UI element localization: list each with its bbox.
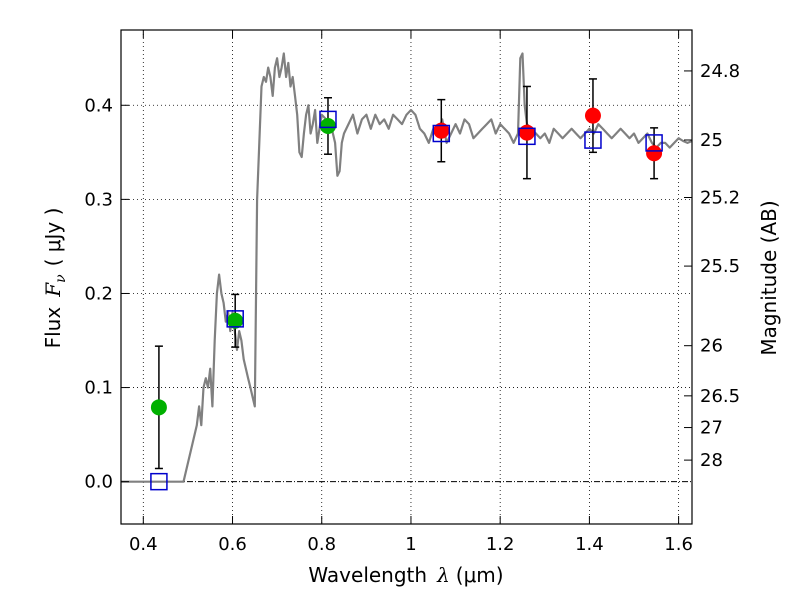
y2-tick-label: 24.8 [700,61,740,82]
x-tick-label: 0.4 [129,534,158,555]
x-tick-label: 1.2 [486,534,515,555]
data-point-square [645,134,663,152]
data-point-square [319,110,337,129]
y2-tick-label: 27 [700,418,723,439]
secondary-y-axis-label: Magnitude (AB) [757,200,781,355]
data-point-circle [150,399,167,416]
y-tick-label: 0.4 [84,95,113,116]
data-point-circle [584,107,601,124]
y-tick-label: 0.3 [84,189,113,210]
x-axis-label: Wavelength λ (μm) [308,563,503,587]
y2-tick-label: 26.5 [700,386,740,407]
x-tick-label: 1 [405,534,416,555]
y-axis-label: FluxFν( μJy ) [41,208,69,349]
y-tick-label: 0.0 [84,472,113,493]
model-spectrum-line [121,52,693,483]
y2-tick-label: 25.2 [700,187,740,208]
data-point-square [150,472,168,491]
x-tick-label: 1.6 [664,534,693,555]
x-tick-label: 1.4 [575,534,604,555]
plot-frame [120,29,693,525]
data-points-layer [150,107,663,491]
data-point-circle [319,117,336,134]
y-tick-label: 0.1 [84,378,113,399]
axis-ticks [121,30,692,524]
data-point-circle [227,312,244,329]
y2-tick-label: 28 [700,450,723,471]
data-point-square [584,131,602,149]
y2-tick-label: 26 [700,336,723,357]
model-spectrum-layer [121,52,693,483]
y-tick-label: 0.2 [84,283,113,304]
y2-tick-label: 25.5 [700,256,740,277]
x-tick-label: 0.6 [218,534,247,555]
data-point-square [432,124,451,143]
data-point-circle [646,145,663,162]
grid-lines [121,30,692,524]
data-point-square [226,310,244,328]
data-point-square [518,127,536,146]
x-tick-label: 0.8 [307,534,336,555]
y2-tick-label: 25 [700,130,723,151]
data-point-circle [518,124,535,141]
axis-tick-labels: 0.4 0.6 0.8 1 1.2 1.4 1.6 0.0 0.1 0.2 0.3 0.4 24.8 25… [84,61,740,555]
